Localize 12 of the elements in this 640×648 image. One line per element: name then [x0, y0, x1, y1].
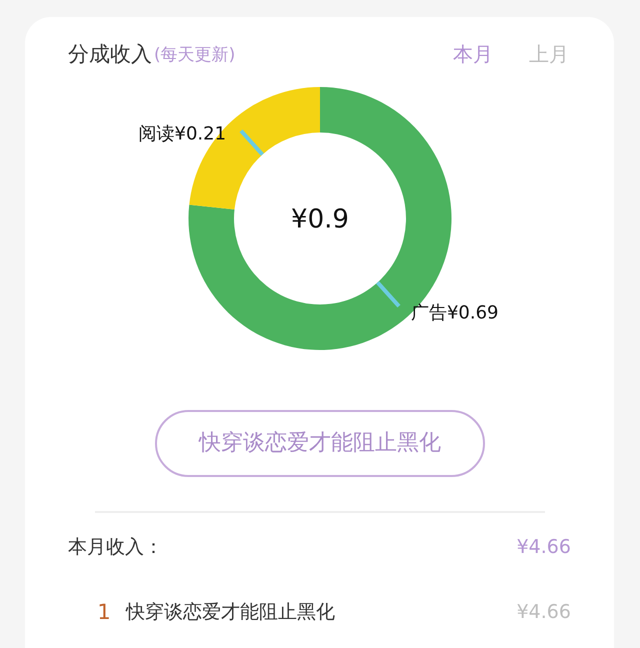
- chart-subtitle: (每天更新): [154, 45, 236, 65]
- text: 本月收入：: [68, 536, 163, 558]
- text: 快穿谈恋爱才能阻止黑化: [198, 430, 441, 456]
- text: ¥4.66: [516, 601, 571, 623]
- text: ¥0.9: [291, 204, 349, 234]
- text: 快穿谈恋爱才能阻止黑化: [125, 601, 335, 623]
- slice-label: 广告¥0.69: [410, 302, 498, 324]
- text: 1: [97, 600, 111, 624]
- chart-title: 分成收入: [68, 42, 152, 66]
- text: 上月: [529, 42, 569, 66]
- text: ¥4.66: [516, 536, 571, 558]
- text: 本月: [453, 42, 493, 66]
